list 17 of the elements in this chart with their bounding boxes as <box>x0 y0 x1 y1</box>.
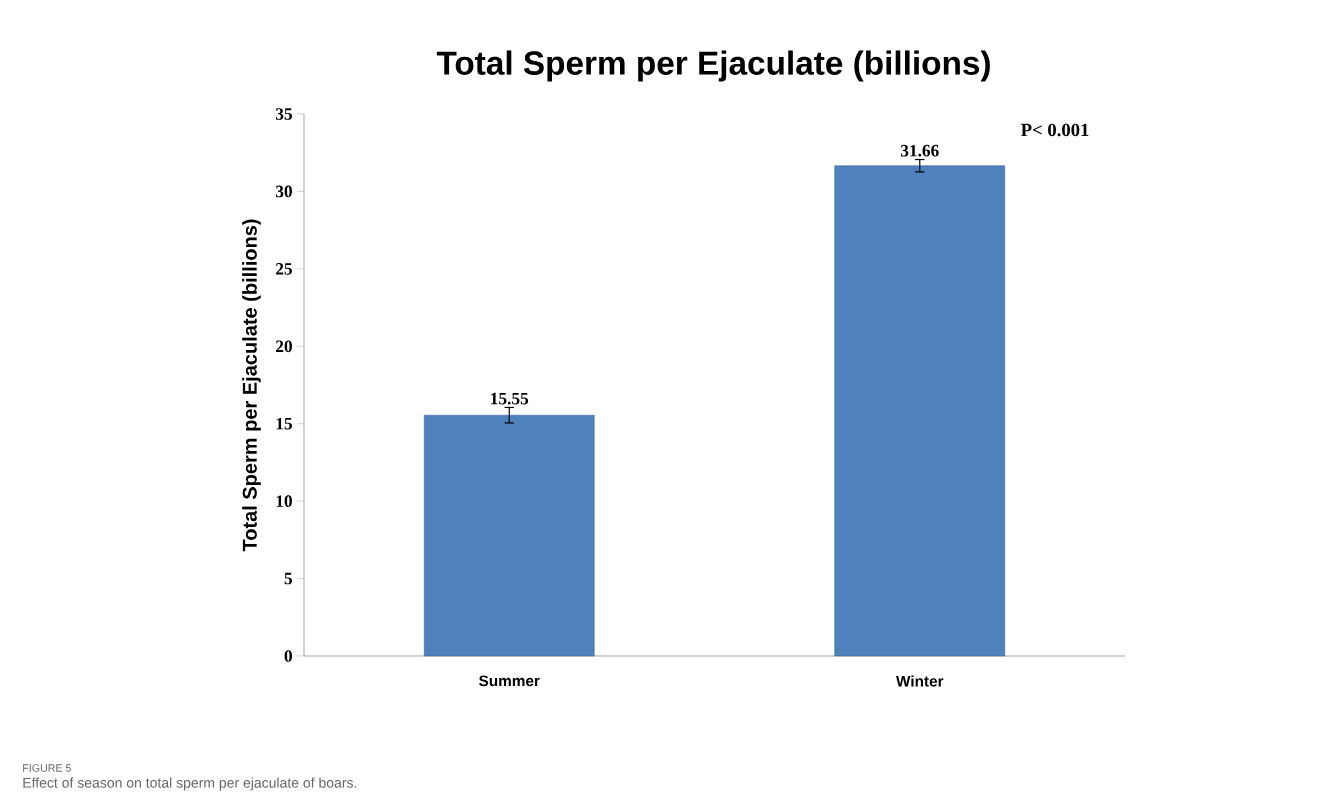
data-label: 15.55 <box>491 392 529 405</box>
y-tick-label: 0 <box>284 650 292 662</box>
chart-title: Total Sperm per Ejaculate (billions) <box>436 50 990 82</box>
y-tick-label: 15 <box>276 417 292 430</box>
y-tick-label: 35 <box>275 108 292 120</box>
y-axis-title: Total Sperm per Ejaculate (billions) <box>242 219 261 552</box>
y-tick-label: 30 <box>275 185 292 198</box>
y-tick-label: 10 <box>276 495 292 507</box>
x-tick-label: Winter <box>896 675 944 687</box>
data-label: 31.66 <box>900 144 939 157</box>
y-tick-label: 5 <box>284 572 292 585</box>
text: Effect of season on total sperm per ejaculate of boars. <box>23 777 357 791</box>
y-tick-label: 20 <box>276 340 292 353</box>
caption: FIGURE 5 <box>23 764 71 772</box>
y-tick-label: 25 <box>276 263 292 275</box>
x-tick-label: Summer <box>479 675 540 687</box>
annotation: P< 0.001 <box>1020 123 1089 137</box>
